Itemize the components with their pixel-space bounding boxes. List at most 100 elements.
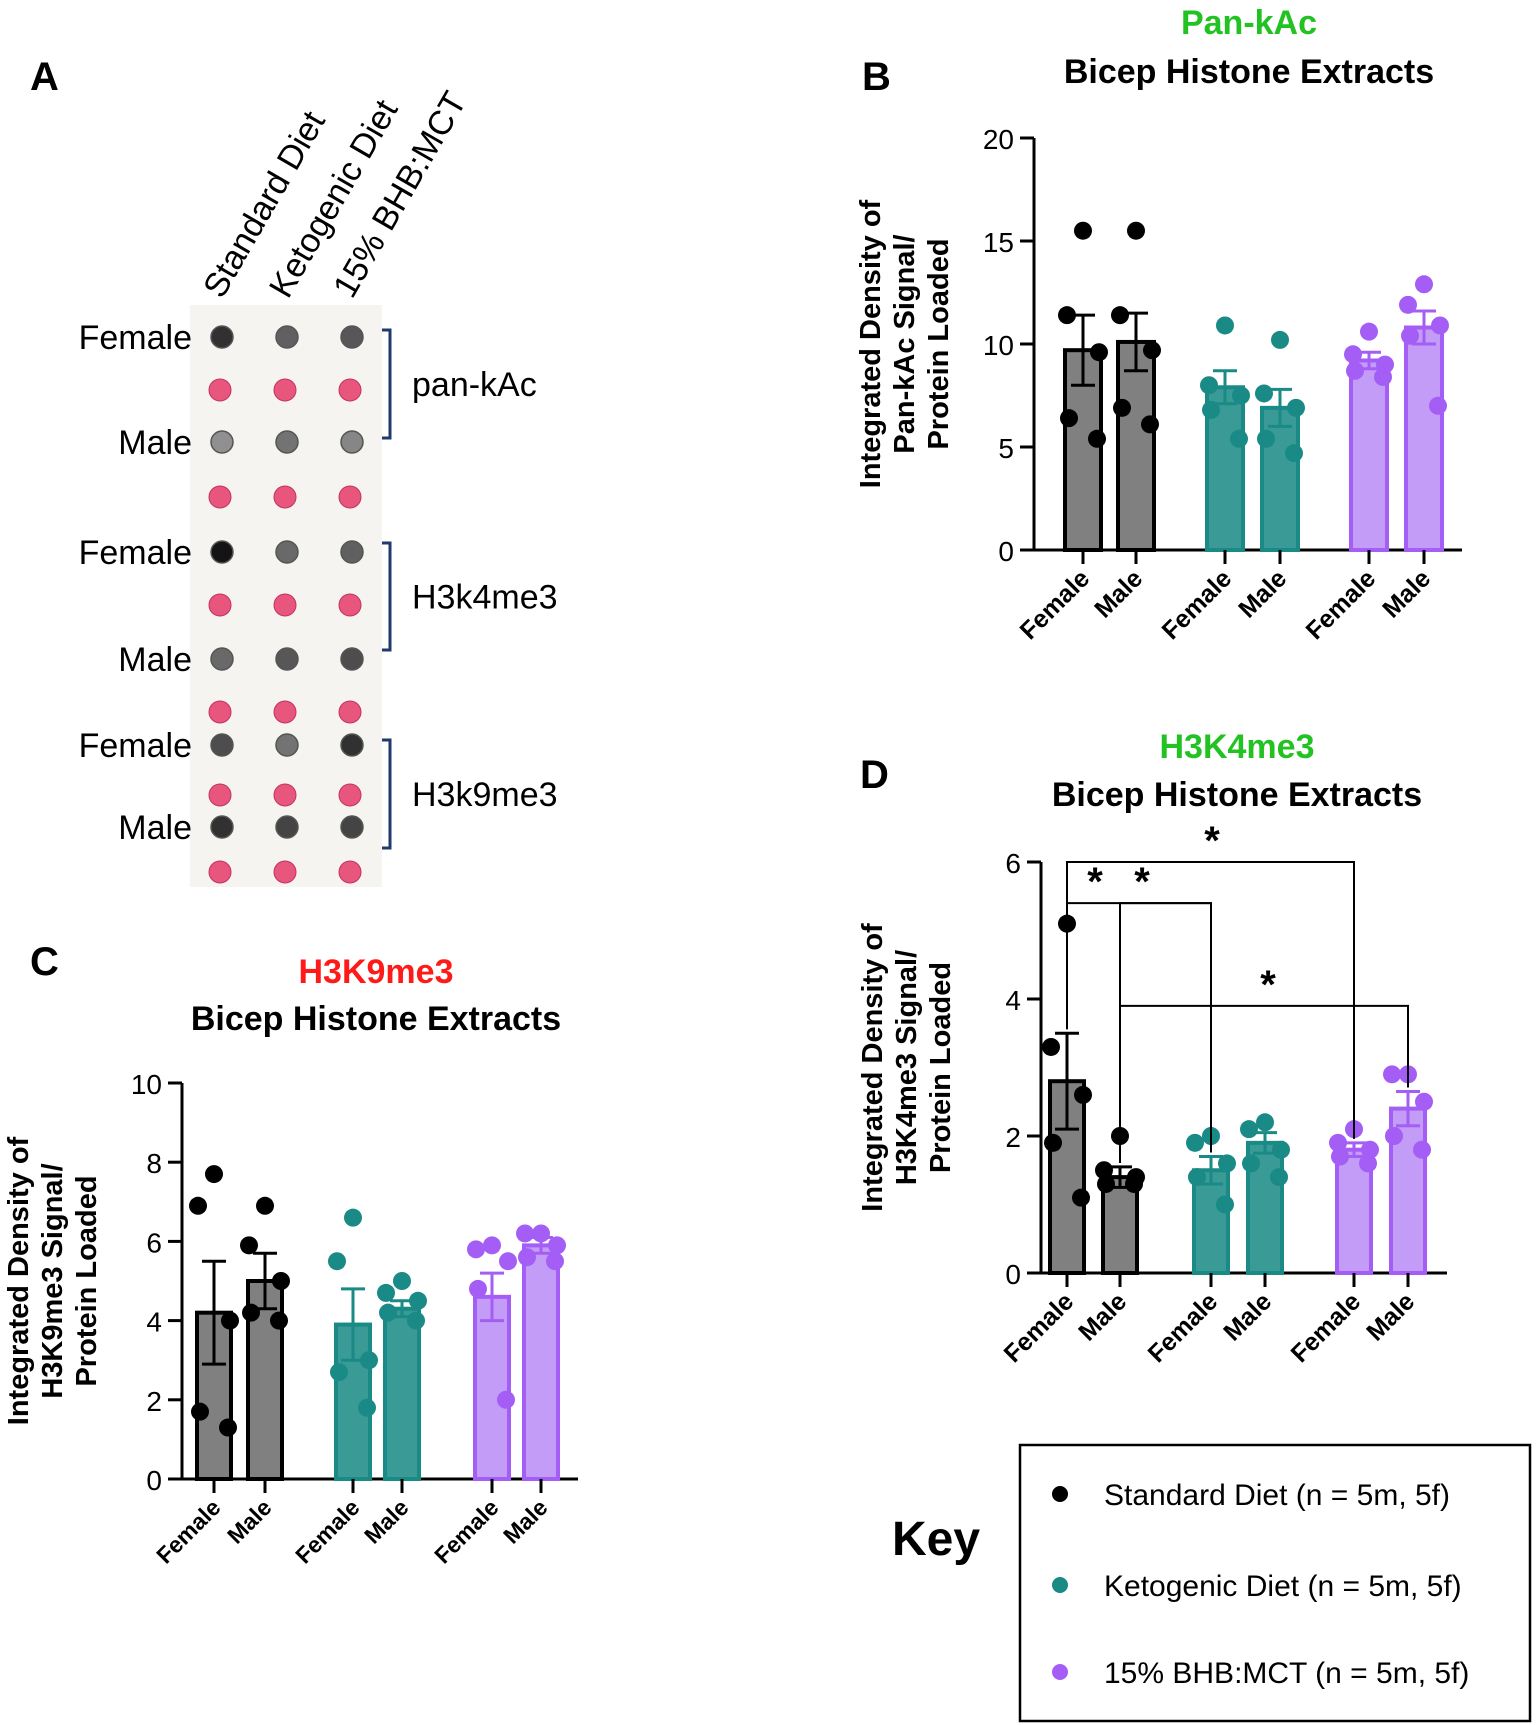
blot-bracket bbox=[382, 328, 392, 440]
x-tick-label: Male bbox=[1377, 564, 1436, 623]
data-point bbox=[407, 1311, 425, 1330]
panel-letter-d: D bbox=[860, 753, 889, 797]
data-point bbox=[1415, 275, 1433, 294]
bar bbox=[473, 1294, 511, 1481]
data-point bbox=[1429, 396, 1447, 415]
blot-bracket bbox=[382, 541, 392, 652]
blot-row-label: Male bbox=[118, 424, 192, 462]
blot-row-label: Female bbox=[79, 534, 192, 572]
x-tick-label: Male bbox=[1073, 1287, 1132, 1346]
key-swatch bbox=[1052, 1664, 1068, 1680]
blot-sample-dot bbox=[275, 325, 299, 349]
blot-sample-dot bbox=[210, 647, 234, 671]
chart-d: 0 2 4 6 Integrated Density of H3K4me3 Signal/… bbox=[857, 819, 1447, 1368]
blot-sample-dot bbox=[340, 540, 364, 564]
data-point bbox=[499, 1252, 517, 1271]
data-point bbox=[205, 1165, 223, 1184]
blot-rows: Female Male Female Male Female Male bbox=[79, 319, 364, 884]
data-point bbox=[1242, 1154, 1260, 1173]
panel-d: D H3K4me3 Bicep Histone Extracts 0 2 4 6 Int… bbox=[857, 728, 1447, 1368]
significance-bracket bbox=[1066, 902, 1212, 1153]
data-point bbox=[1255, 384, 1273, 403]
key-box bbox=[1018, 1443, 1532, 1723]
y-tick-label: 6 bbox=[1005, 848, 1021, 879]
y-tick-label: 5 bbox=[998, 433, 1014, 464]
panel-letter-a: A bbox=[30, 55, 59, 99]
data-point bbox=[497, 1390, 515, 1409]
data-point bbox=[1271, 330, 1289, 349]
panel-letter-c: C bbox=[30, 940, 59, 984]
data-point bbox=[1186, 1133, 1204, 1152]
chart-b: 0 5 10 15 20 Integrated Density of Pan-kAc Sig… bbox=[855, 124, 1462, 645]
y-tick-label: 0 bbox=[146, 1465, 162, 1496]
blot-sample-dot bbox=[275, 540, 299, 564]
blot-sample-dot bbox=[275, 647, 299, 671]
blot-sample-dot bbox=[275, 733, 299, 757]
data-point bbox=[1359, 1154, 1377, 1173]
data-point bbox=[1141, 415, 1159, 434]
blot-ponceau-dot bbox=[338, 593, 362, 617]
data-point bbox=[1202, 400, 1220, 419]
data-point bbox=[1090, 343, 1108, 362]
bar bbox=[1260, 405, 1300, 552]
data-point bbox=[1074, 221, 1092, 240]
data-point bbox=[1232, 386, 1250, 405]
data-point bbox=[1401, 326, 1419, 345]
blot-row-label: Female bbox=[79, 319, 192, 357]
y-tick-label: 2 bbox=[146, 1386, 162, 1417]
data-point bbox=[1125, 1174, 1143, 1193]
data-point bbox=[242, 1303, 260, 1322]
y-axis-label-line: Protein Loaded bbox=[925, 962, 957, 1173]
data-point bbox=[1060, 409, 1078, 428]
key-title: Key bbox=[892, 1513, 980, 1566]
blot-row-label: Female bbox=[79, 727, 192, 765]
significance-star: * bbox=[1204, 819, 1220, 863]
data-point bbox=[221, 1311, 239, 1330]
data-point bbox=[219, 1418, 237, 1437]
bar bbox=[1404, 325, 1444, 552]
data-point bbox=[1072, 1188, 1090, 1207]
blot-ponceau-dot bbox=[208, 783, 232, 807]
x-tick-label: Female bbox=[999, 1287, 1080, 1368]
blot-ponceau-dot bbox=[273, 783, 297, 807]
key-swatch bbox=[1052, 1486, 1068, 1502]
x-tick-label: Female bbox=[290, 1494, 364, 1568]
bar bbox=[1192, 1168, 1230, 1275]
x-tick-label: Female bbox=[1286, 1287, 1367, 1368]
data-point bbox=[1044, 1133, 1062, 1152]
significance-star: * bbox=[1260, 963, 1276, 1007]
bar bbox=[522, 1243, 560, 1481]
data-point bbox=[256, 1196, 274, 1215]
data-point bbox=[240, 1236, 258, 1255]
data-point bbox=[1344, 345, 1362, 364]
data-point bbox=[1285, 444, 1303, 463]
x-tick-label: Male bbox=[1089, 564, 1148, 623]
blot-sample-dot bbox=[340, 430, 364, 454]
data-point bbox=[377, 1283, 395, 1302]
data-point bbox=[1200, 376, 1218, 395]
x-tick-label: Female bbox=[151, 1494, 225, 1568]
blot-ponceau-dot bbox=[338, 783, 362, 807]
y-tick-label: 20 bbox=[983, 124, 1014, 155]
chart-c-title-top: H3K9me3 bbox=[299, 953, 454, 991]
bar bbox=[1116, 339, 1156, 552]
key-panel: Key Standard Diet (n = 5m, 5f) Ketogenic … bbox=[892, 1443, 1532, 1723]
bar bbox=[1349, 358, 1389, 553]
significance-star: * bbox=[1087, 860, 1103, 904]
y-tick-label: 0 bbox=[1005, 1259, 1021, 1290]
blot-ponceau-dot bbox=[208, 593, 232, 617]
data-point bbox=[1095, 1161, 1113, 1180]
x-tick-label: Female bbox=[1143, 1287, 1224, 1368]
blot-sample-dot bbox=[275, 815, 299, 839]
data-point bbox=[1360, 322, 1378, 341]
blot-ponceau-dot bbox=[208, 485, 232, 509]
y-tick-label: 8 bbox=[146, 1148, 162, 1179]
data-point bbox=[1272, 1140, 1290, 1159]
key-items: Standard Diet (n = 5m, 5f) Ketogenic Diet… bbox=[1052, 1479, 1469, 1690]
x-tick-label: Female bbox=[1015, 564, 1096, 645]
data-point bbox=[344, 1208, 362, 1227]
blot-sample-dot bbox=[210, 430, 234, 454]
blot-row-label: Male bbox=[118, 809, 192, 847]
key-label: Ketogenic Diet (n = 5m, 5f) bbox=[1104, 1570, 1462, 1603]
